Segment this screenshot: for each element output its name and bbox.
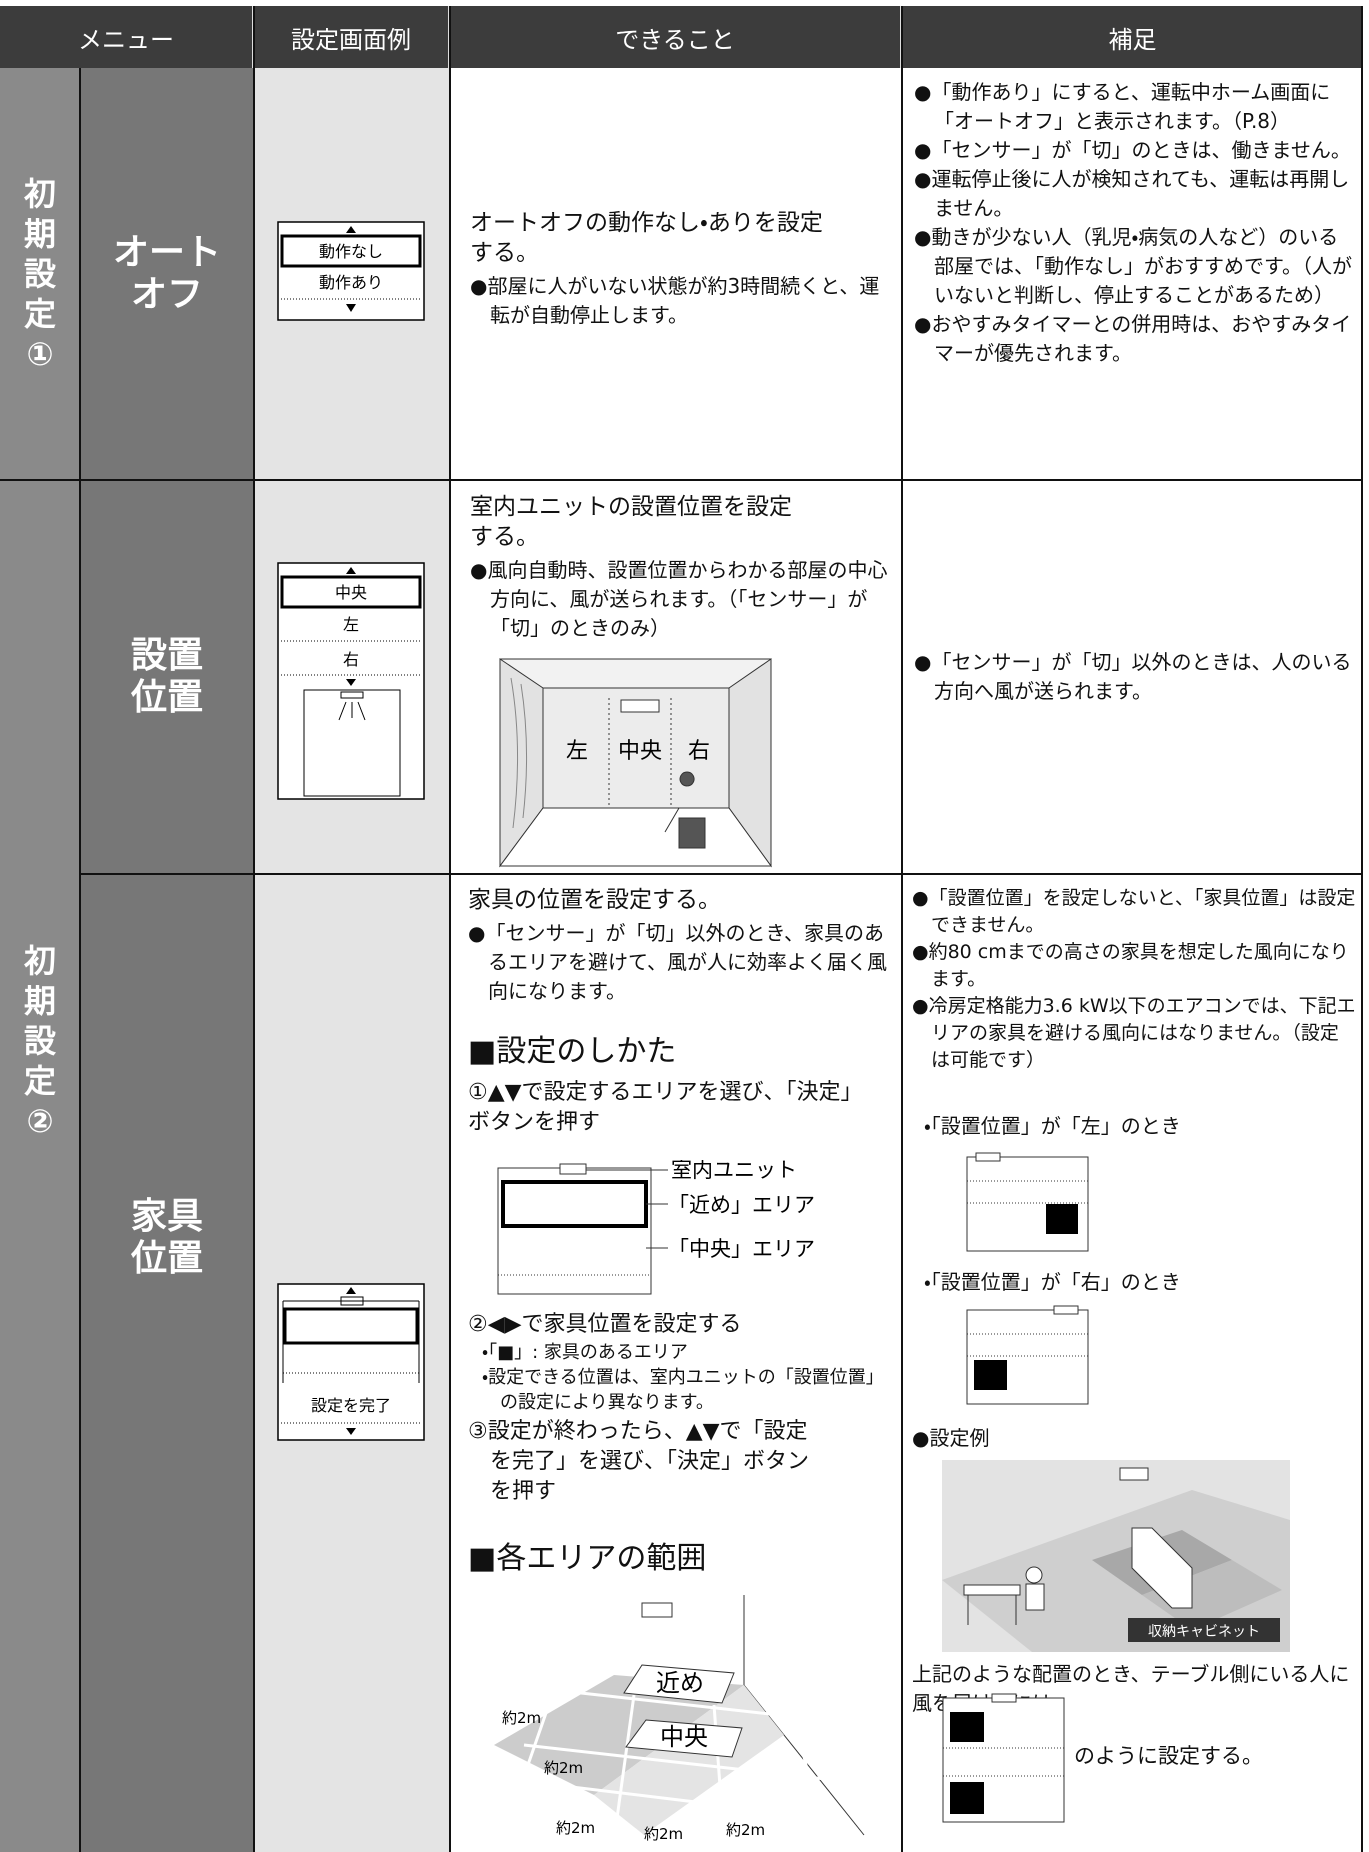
grid-line: [253, 6, 255, 1852]
screen-item: 右: [343, 650, 359, 669]
header-label: メニュー: [78, 25, 174, 54]
notes: ●「センサー」が「切」以外のときは、人のいる方向へ風が送られます。: [914, 648, 1354, 706]
grid-line: [79, 68, 81, 1852]
note: ●「センサー」が「切」のときは、働きません。: [914, 138, 1351, 162]
grid-line: [449, 6, 451, 1852]
header-cell: できること: [450, 6, 902, 68]
screen-widget: 中央 左 右: [277, 562, 425, 800]
menu-cell: 家具位置: [80, 874, 254, 1852]
description: 室内ユニットの設置位置を設定する。 ●風向自動時、設置位置からわかる部屋の中心方…: [470, 492, 890, 643]
header-label: 補足: [1108, 25, 1157, 54]
diagram-label: 「中央」エリア: [668, 1237, 815, 1261]
menu-cell: 設置位置: [80, 480, 254, 874]
description-lead: オートオフの動作なし・ありを設定する。: [470, 210, 823, 266]
group-label: 初期設定②: [24, 942, 57, 1140]
note: ●「センサー」が「切」以外のときは、人のいる方向へ風が送られます。: [914, 650, 1352, 703]
step-note: ・「■」: 家具のあるエリア: [482, 1342, 688, 1363]
distance-label: 約2m: [502, 1709, 541, 1727]
grid-line: [1361, 6, 1363, 1852]
note: ●約80 cmまでの高さの家具を想定した風向になります。: [912, 941, 1349, 990]
step: ①▲▼で設定するエリアを選び、「決定」ボタンを押す: [468, 1080, 863, 1135]
screen-item: 動作なし: [319, 242, 383, 261]
description: 家具の位置を設定する。 ●「センサー」が「切」以外のとき、家具のあるエリアを避け…: [468, 885, 892, 1138]
note-text: のように設定する。: [1074, 1744, 1263, 1768]
step: ③設定が終わったら、▲▼で「設定を完了」を選び、「決定」ボタンを押す: [468, 1419, 810, 1504]
description-lead: 家具の位置を設定する。: [468, 887, 721, 913]
description-steps: ②◀▶で家具位置を設定する ・「■」: 家具のあるエリア ・設定できる位置は、室…: [468, 1310, 898, 1579]
description-bullet: ●部屋に人がいない状態が約3時間続くと、運転が自動停止します。: [470, 274, 880, 327]
screen-item: 設定を完了: [311, 1396, 391, 1415]
header-cell: 補足: [902, 6, 1363, 68]
step-note: ・設定できる位置は、室内ユニットの「設置位置」の設定により異なります。: [482, 1367, 884, 1413]
area-label: 中央: [660, 1723, 708, 1751]
menu-label: 設置位置: [131, 635, 204, 718]
distance-label: 約2m: [556, 1819, 595, 1837]
note: ●冷房定格能力3.6 kW以下のエアコンでは、下記エリアの家具を避ける風向にはな…: [912, 995, 1356, 1071]
note: ●動きが少ない人（乳児・病気の人など）のいる部屋では、「動作なし」がおすすめです…: [914, 225, 1352, 307]
section-heading: ■設定のしかた: [468, 1034, 677, 1069]
section-heading: ■各エリアの範囲: [468, 1541, 707, 1576]
room-diagram: 左 中央 右: [499, 658, 772, 868]
example-label: 収納キャビネット: [1148, 1624, 1260, 1640]
step: ②◀▶で家具位置を設定する: [468, 1312, 742, 1337]
area-label: 近め: [656, 1669, 704, 1697]
screen-column: [254, 68, 450, 1852]
description-bullet: ●「センサー」が「切」以外のとき、家具のあるエリアを避けて、風が人に効率よく届く…: [468, 921, 887, 1003]
note-case: ・「設置位置」が「左」のとき: [924, 1114, 1181, 1138]
room-label: 左: [566, 739, 588, 764]
note-example: ●設定例: [912, 1426, 990, 1450]
header-label: 設定画面例: [291, 25, 411, 54]
room-label: 右: [688, 739, 710, 764]
grid-line: [0, 479, 1363, 481]
screen-item: 中央: [335, 583, 367, 602]
menu-label: オートオフ: [113, 232, 222, 315]
screen-widget: 設定を完了: [277, 1283, 425, 1441]
menu-cell: オートオフ: [80, 68, 254, 480]
distance-label: 約2m: [644, 1825, 683, 1843]
group-cell: 初期設定①: [0, 68, 80, 480]
header-cell: メニュー: [0, 6, 254, 68]
screen-item: 左: [343, 615, 359, 634]
note: ●運転停止後に人が検知されても、運転は再開しません。: [914, 167, 1350, 220]
mini-layout: [966, 1152, 1089, 1252]
note-case: ・「設置位置」が「右」のとき: [924, 1270, 1181, 1294]
group-cell: 初期設定②: [0, 480, 80, 1852]
header-label: できること: [615, 25, 735, 54]
note: ●「設置位置」を設定しないと、「家具位置」は設定できません。: [912, 887, 1356, 936]
note: ●おやすみタイマーとの併用時は、おやすみタイマーが優先されます。: [914, 312, 1352, 365]
room-label: 中央: [618, 739, 662, 764]
header-cell: 設定画面例: [254, 6, 450, 68]
grid-line: [901, 6, 903, 1852]
description-bullet: ●風向自動時、設置位置からわかる部屋の中心方向に、風が送られます。（「センサー」…: [470, 558, 888, 640]
area-diagram: 室内ユニット 「近め」エリア 「中央」エリア: [497, 1160, 815, 1295]
grid-line: [80, 873, 1363, 875]
area-range-diagram: 近め 中央 約2m 約2m 約2m 約2m 約2m: [494, 1595, 865, 1843]
menu-label: 家具位置: [131, 1196, 204, 1279]
screen-item: 動作あり: [319, 273, 383, 292]
notes: ●「設置位置」を設定しないと、「家具位置」は設定できません。 ●約80 cmまで…: [912, 885, 1356, 1074]
note: ●「動作あり」にすると、運転中ホーム画面に「オートオフ」と表示されます。（P.8…: [914, 80, 1331, 133]
diagram-label: 「近め」エリア: [668, 1193, 815, 1217]
screen-widget: 動作なし 動作あり: [277, 221, 425, 321]
example-illustration: 収納キャビネット: [942, 1460, 1290, 1652]
distance-label: 約2m: [726, 1821, 765, 1839]
diagram-label: 室内ユニット: [671, 1160, 797, 1182]
notes: ●「動作あり」にすると、運転中ホーム画面に「オートオフ」と表示されます。（P.8…: [914, 78, 1354, 368]
mini-layout: [942, 1693, 1065, 1823]
mini-layout: [966, 1305, 1089, 1405]
description-lead: 室内ユニットの設置位置を設定する。: [470, 494, 792, 550]
group-label: 初期設定①: [24, 175, 57, 373]
distance-label: 約2m: [544, 1759, 583, 1777]
description: オートオフの動作なし・ありを設定する。 ●部屋に人がいない状態が約3時間続くと、…: [470, 208, 890, 330]
